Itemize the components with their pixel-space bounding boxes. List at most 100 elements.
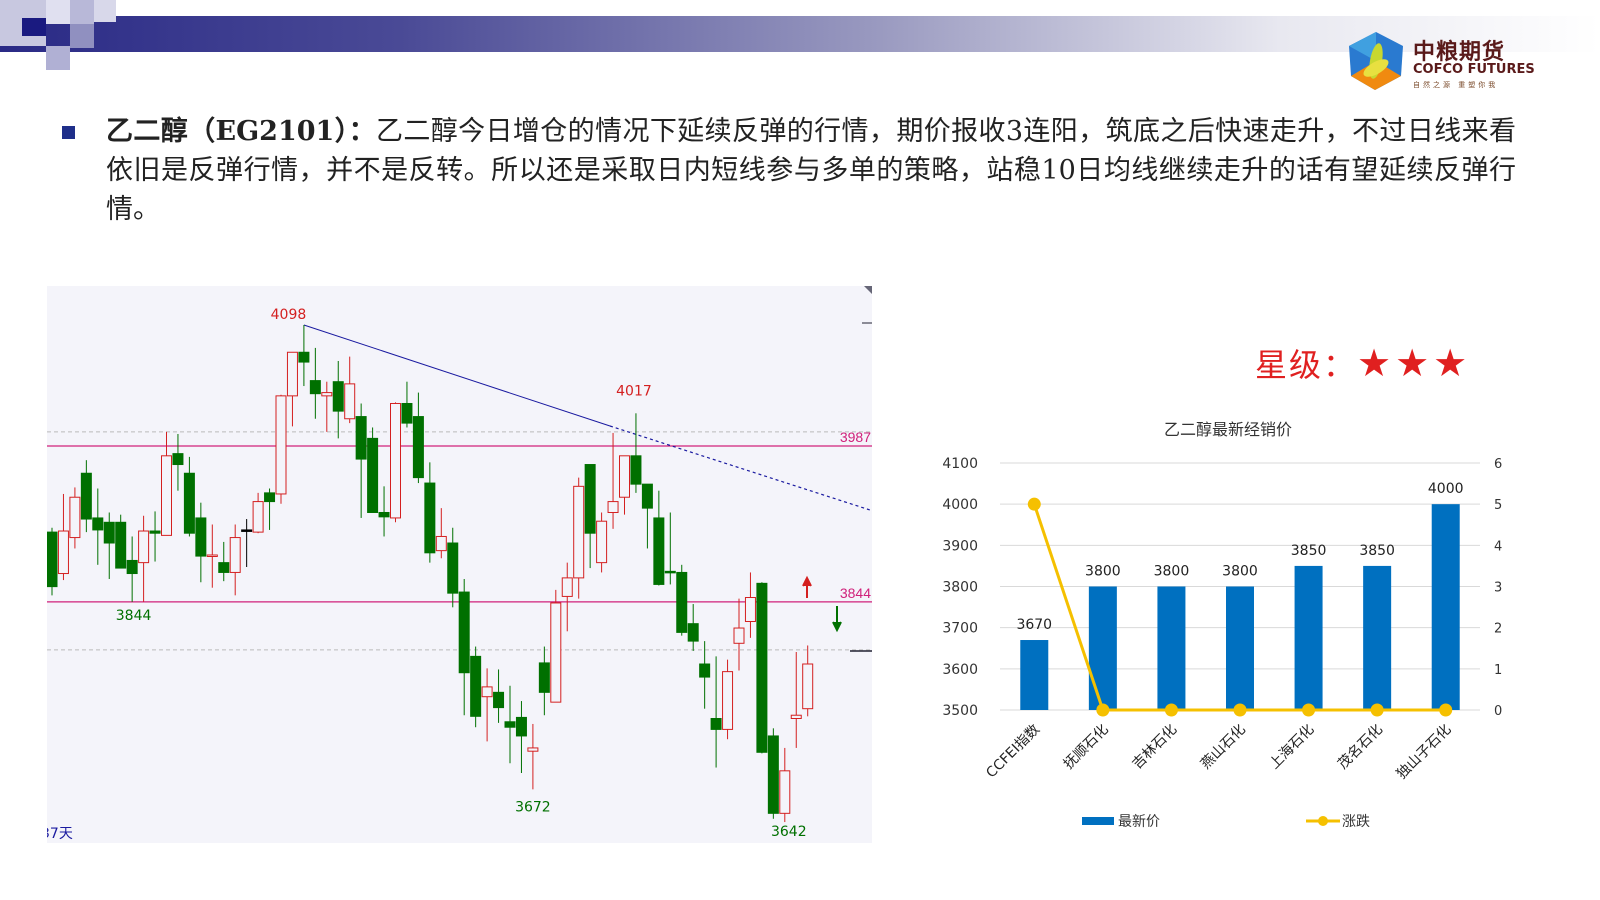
candle-body: [676, 571, 688, 633]
trendline: [303, 324, 611, 427]
candle-body: [80, 472, 92, 520]
candle-body: [57, 530, 69, 575]
candle-body: [641, 483, 653, 509]
candle-body: [115, 521, 127, 569]
candle-body: [733, 627, 745, 644]
bullet-square-icon: [62, 126, 75, 139]
line-point: [1302, 703, 1316, 717]
candle-body: [538, 662, 550, 693]
candle-body: [561, 577, 573, 597]
x-tick-label: 吉林石化: [1129, 722, 1180, 773]
candle-body: [550, 602, 562, 703]
y-tick-label: 3500: [942, 703, 978, 719]
bar: [1020, 640, 1049, 710]
header-gradient-bar: [0, 16, 1600, 52]
x-tick-label: 燕山石化: [1198, 722, 1249, 773]
y-tick-label: 4000: [942, 497, 978, 513]
up-arrow-icon: [802, 575, 812, 598]
candle-body: [218, 562, 230, 573]
bar-data-label: 4000: [1428, 481, 1464, 497]
candle-body: [767, 735, 779, 814]
y2-tick-label: 5: [1494, 498, 1502, 513]
analysis-paragraph: 乙二醇（EG2101）：乙二醇今日增仓的情况下延续反弹的行情，期价报收3连阳，筑…: [106, 112, 1516, 229]
candle-body: [424, 482, 436, 554]
bar: [1431, 504, 1460, 710]
line-point: [1370, 703, 1384, 717]
candle-body: [619, 455, 630, 498]
line-point: [1164, 703, 1178, 717]
candle-body: [126, 559, 138, 575]
candle-body: [138, 530, 150, 564]
candle-body: [664, 570, 676, 574]
candle-body: [401, 402, 413, 424]
line-point: [1096, 703, 1110, 717]
bar: [1088, 586, 1117, 710]
bar-data-label: 3850: [1359, 543, 1395, 559]
bar-data-label: 3800: [1222, 564, 1258, 580]
candle-body: [607, 501, 619, 513]
candle-body: [275, 395, 287, 495]
bar: [1294, 565, 1323, 710]
legend-bar-swatch: [1082, 817, 1114, 825]
candle-body: [206, 554, 218, 557]
star-rating: 星级：★★★: [1255, 340, 1471, 386]
candle-body: [390, 402, 401, 519]
chart-title: 乙二醇最新经销价: [1164, 420, 1292, 439]
candle-body: [710, 718, 722, 730]
candle-body: [103, 521, 115, 544]
peak-label: 4017: [616, 383, 652, 399]
header-decoration: [0, 0, 120, 70]
candlestick-svg: 3987 3844 4098 4017 3844 3672 3642: [47, 286, 872, 840]
low-label: 3672: [515, 799, 551, 815]
y2-tick-label: 2: [1494, 622, 1502, 637]
candle-body: [195, 517, 207, 557]
paragraph-lead: 乙二醇（EG2101）：: [106, 116, 376, 147]
x-tick-label: 抚顺石化: [1061, 722, 1112, 773]
low-label: 3642: [771, 824, 807, 840]
paragraph-body: 乙二醇今日增仓的情况下延续反弹的行情，期价报收3连阳，筑底之后快速走升，不过日线…: [106, 116, 1516, 225]
rating-label: 星级：: [1255, 346, 1358, 384]
legend-label: 涨跌: [1342, 814, 1370, 830]
candle-body: [756, 582, 768, 753]
level-label: 3844: [840, 585, 871, 601]
cofco-futures-logo: 中粮期货 COFCO FUTURES 自然之源 重塑你我: [1345, 30, 1545, 94]
candle-body: [161, 455, 172, 536]
candle-body: [332, 381, 344, 412]
candle-body: [493, 691, 505, 709]
x-tick-label: 上海石化: [1266, 722, 1317, 773]
candle-body: [344, 383, 356, 420]
y-tick-label: 3700: [942, 621, 978, 637]
candle-body: [515, 716, 527, 737]
candle-body: [378, 511, 390, 518]
x-tick-label: CCFEI指数: [983, 722, 1043, 782]
logo-english-name: COFCO FUTURES: [1413, 62, 1535, 77]
y2-tick-label: 1: [1494, 663, 1502, 678]
x-tick-label: 茂名石化: [1334, 721, 1386, 773]
line-point: [1233, 703, 1247, 717]
candle-body: [435, 535, 447, 552]
candle-body: [172, 453, 184, 466]
y2-tick-label: 4: [1494, 539, 1502, 554]
candle-body: [412, 416, 424, 479]
period-label: 37天: [47, 826, 73, 842]
bar-data-label: 3800: [1154, 564, 1190, 580]
candle-body: [92, 517, 104, 531]
logo-chinese-name: 中粮期货: [1413, 40, 1506, 65]
candle-body: [229, 537, 241, 573]
line-point: [1027, 497, 1041, 511]
candle-body: [321, 392, 333, 397]
candle-body: [596, 520, 608, 564]
candle-body: [779, 770, 791, 814]
candle-body: [149, 530, 161, 534]
candle-body: [584, 464, 596, 534]
candle-body: [447, 542, 459, 594]
candle-body: [298, 351, 310, 363]
candle-body: [802, 663, 814, 710]
bar-data-label: 3670: [1016, 617, 1052, 633]
candle-body: [699, 663, 711, 678]
candle-body: [252, 501, 264, 533]
y2-tick-label: 3: [1494, 581, 1502, 596]
candle-body: [309, 380, 321, 395]
x-tick-label: 独山子石化: [1394, 722, 1455, 783]
y-tick-label: 3900: [942, 538, 978, 554]
